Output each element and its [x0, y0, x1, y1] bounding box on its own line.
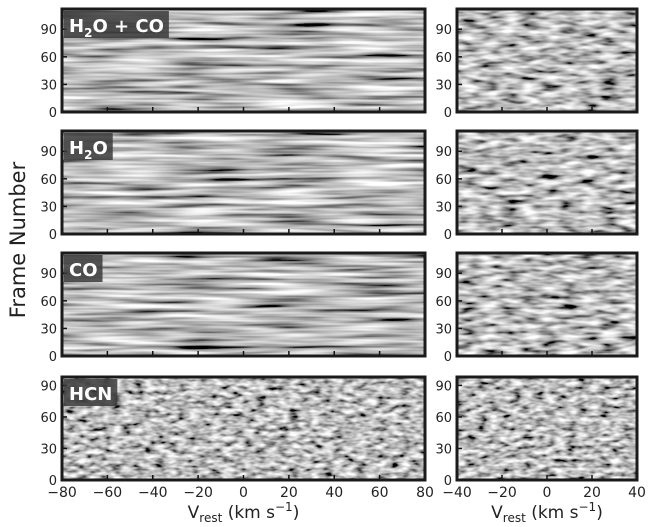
- heatmap-image: [457, 9, 637, 112]
- panel-label-after: O: [92, 138, 107, 159]
- x-tick-label: 0: [239, 485, 248, 501]
- x-tick-label: −40: [442, 485, 472, 501]
- x-tick-label: −40: [138, 485, 168, 501]
- panel-frame: [60, 251, 427, 358]
- x-tick-label: 40: [628, 485, 646, 501]
- y-tick-label: 60: [435, 295, 452, 310]
- x-tick-label: −20: [487, 485, 517, 501]
- y-tick-label: 60: [40, 51, 57, 66]
- heatmap-image: [62, 377, 425, 480]
- y-tick-label: 30: [40, 200, 57, 215]
- x-axis-label-sub: rest: [503, 511, 526, 525]
- y-tick-label: 0: [444, 106, 452, 121]
- panel-label-text: HCN: [69, 384, 112, 405]
- x-axis-label-sup: −1: [275, 500, 293, 514]
- heatmap-image: [62, 131, 425, 234]
- y-tick-label: 0: [444, 474, 452, 489]
- y-tick-label: 60: [435, 411, 452, 426]
- x-tick-label: −80: [47, 485, 77, 501]
- y-tick-label: 90: [40, 23, 57, 38]
- y-tick-label: 90: [40, 379, 57, 394]
- x-tick-label: 0: [543, 485, 552, 501]
- x-axis-label-unit: (km s: [222, 503, 275, 523]
- panel-label: H2O + CO: [69, 16, 164, 40]
- x-tick-label: 20: [280, 485, 298, 501]
- heatmap-image: [457, 253, 637, 356]
- panel-label-text: H: [69, 16, 84, 37]
- panel-label: CO: [69, 260, 98, 281]
- x-axis-label-end: ): [596, 503, 603, 523]
- x-axis-label-main: V: [491, 503, 503, 523]
- x-tick-label: −20: [183, 485, 213, 501]
- panel-frame: [60, 129, 427, 236]
- y-tick-label: 30: [435, 322, 452, 337]
- y-tick-label: 30: [40, 322, 57, 337]
- heatmap-image: [457, 377, 637, 480]
- panel-frame: [455, 129, 639, 236]
- panel-label-text: CO: [69, 260, 98, 281]
- y-tick-label: 90: [40, 267, 57, 282]
- x-axis-label: Vrest (km s−1): [188, 500, 300, 525]
- y-tick-label: 30: [435, 78, 452, 93]
- panel-label-box: [64, 133, 113, 160]
- panel-label: H2O: [69, 138, 108, 162]
- panel-frame: [455, 251, 639, 358]
- y-tick-label: 90: [435, 145, 452, 160]
- y-tick-label: 0: [49, 106, 57, 121]
- x-tick-label: 80: [416, 485, 434, 501]
- x-tick-label: 40: [325, 485, 343, 501]
- x-tick-label: −60: [93, 485, 123, 501]
- panel-label-after: O + CO: [92, 16, 163, 37]
- x-axis-label-unit: (km s: [526, 503, 579, 523]
- y-tick-label: 30: [435, 442, 452, 457]
- y-tick-label: 0: [444, 228, 452, 243]
- y-tick-label: 0: [49, 350, 57, 365]
- x-tick-label: 60: [371, 485, 389, 501]
- panel-label-box: [64, 255, 103, 282]
- y-tick-label: 0: [49, 228, 57, 243]
- panel-label-box: [64, 379, 118, 406]
- panel-label-text: H: [69, 138, 84, 159]
- y-tick-label: 60: [435, 51, 452, 66]
- heatmap-image: [457, 131, 637, 234]
- y-tick-label: 90: [40, 145, 57, 160]
- panel-label: HCN: [69, 384, 112, 405]
- y-tick-label: 90: [435, 379, 452, 394]
- x-axis-label-main: V: [188, 503, 200, 523]
- y-tick-label: 90: [435, 267, 452, 282]
- x-axis-label: Vrest (km s−1): [491, 500, 603, 525]
- y-tick-label: 0: [444, 350, 452, 365]
- x-axis-label-sub: rest: [199, 511, 222, 525]
- x-axis-label-end: ): [293, 503, 300, 523]
- y-tick-label: 30: [435, 200, 452, 215]
- y-tick-label: 90: [435, 23, 452, 38]
- panel-label-sub: 2: [84, 26, 92, 40]
- panel-frame: [455, 375, 639, 482]
- panel-label-sub: 2: [84, 148, 92, 162]
- heatmap-image: [62, 253, 425, 356]
- y-tick-label: 60: [40, 173, 57, 188]
- x-axis-label-sup: −1: [579, 500, 597, 514]
- panel-frame: [455, 7, 639, 114]
- y-tick-label: 60: [40, 411, 57, 426]
- panel-frame: [60, 7, 427, 114]
- panel-label-box: [64, 11, 169, 38]
- panel-frame: [60, 375, 427, 482]
- y-tick-label: 60: [40, 295, 57, 310]
- y-tick-label: 30: [40, 78, 57, 93]
- y-tick-label: 60: [435, 173, 452, 188]
- y-tick-label: 0: [49, 474, 57, 489]
- y-tick-label: 30: [40, 442, 57, 457]
- x-tick-label: 20: [583, 485, 601, 501]
- y-axis-label: Frame Number: [6, 161, 30, 318]
